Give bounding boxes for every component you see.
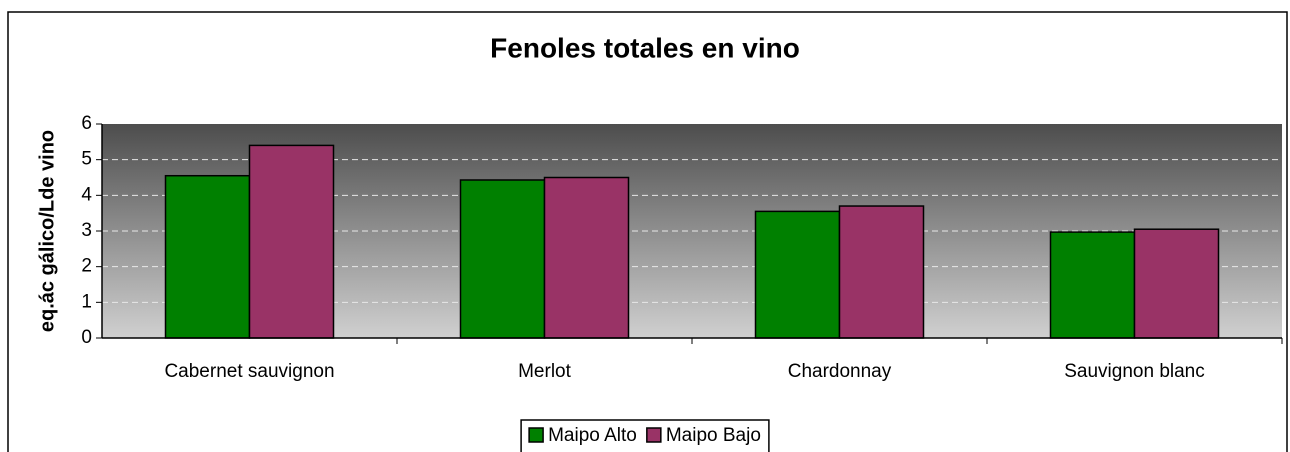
legend-label: Maipo Bajo bbox=[666, 425, 761, 446]
bar bbox=[248, 144, 335, 339]
y-tick-label: 5 bbox=[81, 149, 92, 170]
bar bbox=[1049, 231, 1136, 339]
x-tick-label: Cabernet sauvignon bbox=[164, 361, 334, 382]
bar-shade bbox=[840, 206, 924, 338]
y-tick-label: 6 bbox=[81, 113, 92, 134]
bar-shade bbox=[250, 145, 334, 338]
legend-swatch bbox=[528, 427, 544, 443]
chart-title: Fenoles totales en vino bbox=[490, 32, 800, 63]
y-axis-label: eq.ác gálico/Lde vino bbox=[36, 130, 58, 332]
y-tick-label: 3 bbox=[81, 220, 92, 241]
legend-swatch bbox=[646, 427, 662, 443]
bar-shade bbox=[1051, 232, 1135, 338]
bar bbox=[459, 179, 546, 339]
bar bbox=[1133, 228, 1220, 339]
y-tick-label: 1 bbox=[81, 291, 92, 312]
bar-shade bbox=[545, 178, 629, 339]
bar-shade bbox=[461, 180, 545, 338]
bar bbox=[754, 210, 841, 339]
y-tick-label: 0 bbox=[81, 327, 92, 348]
bar bbox=[838, 205, 925, 339]
x-tick-label: Chardonnay bbox=[788, 361, 892, 382]
legend: Maipo Alto Maipo Bajo bbox=[520, 419, 770, 452]
x-tick-label: Sauvignon blanc bbox=[1064, 361, 1205, 382]
y-tick-label: 2 bbox=[81, 256, 92, 277]
bar-shade bbox=[166, 176, 250, 338]
legend-label: Maipo Alto bbox=[548, 425, 637, 446]
x-tick-label: Merlot bbox=[518, 361, 572, 382]
bar-shade bbox=[756, 211, 840, 338]
y-tick-label: 4 bbox=[81, 184, 92, 205]
legend-box bbox=[520, 419, 770, 452]
bar-shade bbox=[1135, 229, 1219, 338]
